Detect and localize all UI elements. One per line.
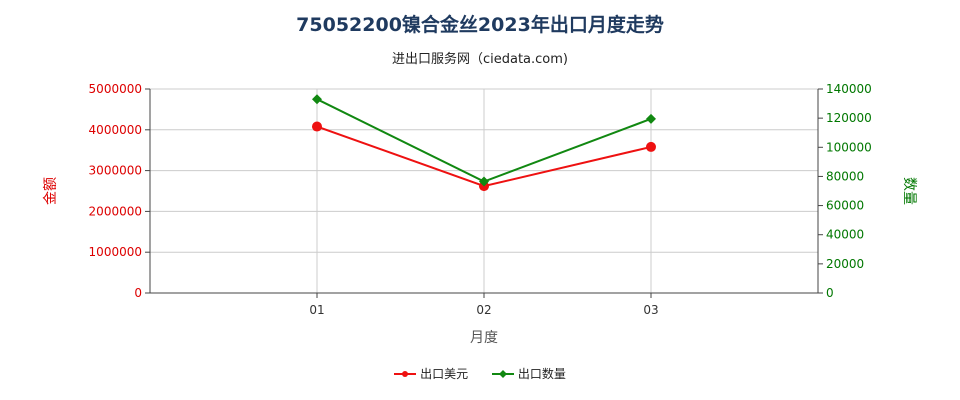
x-tick-label: 02: [476, 303, 491, 317]
y-left-tick-label: 0: [134, 286, 142, 300]
y-left-tick-label: 3000000: [89, 164, 142, 178]
data-point-qty: [312, 94, 322, 105]
legend: 出口美元 出口数量: [0, 365, 960, 383]
legend-swatch-qty: [491, 369, 514, 378]
y-right-tick-label: 100000: [826, 140, 872, 154]
y-right-tick-label: 0: [826, 286, 834, 300]
y-right-tick-label: 140000: [826, 82, 872, 96]
y-right-tick-label: 60000: [826, 199, 864, 213]
data-point-usd: [646, 141, 656, 152]
y-right-tick-label: 40000: [826, 228, 864, 242]
data-point-usd: [312, 121, 322, 132]
legend-item-qty[interactable]: 出口数量: [491, 365, 566, 382]
x-tick-label: 03: [643, 303, 658, 317]
y-left-tick-label: 4000000: [89, 123, 142, 137]
legend-label-usd: 出口美元: [420, 367, 469, 381]
x-axis-label: 月度: [470, 330, 498, 346]
y-left-tick-label: 1000000: [89, 245, 142, 259]
y-right-tick-label: 80000: [826, 169, 864, 183]
y-right-tick-label: 120000: [826, 111, 872, 125]
x-tick-label: 01: [309, 303, 324, 317]
data-point-qty: [646, 113, 656, 124]
chart-title: 75052200镍合金丝2023年出口月度走势: [296, 14, 664, 36]
y-left-tick-label: 2000000: [89, 204, 142, 218]
y-axis-left-label: 金额: [43, 177, 59, 205]
y-left-tick-label: 5000000: [89, 82, 142, 96]
legend-item-usd[interactable]: 出口美元: [394, 365, 468, 382]
legend-swatch-usd: [394, 370, 417, 377]
legend-label-qty: 出口数量: [517, 367, 566, 381]
y-axis-right-label: 数量: [901, 177, 917, 205]
y-right-tick-label: 20000: [826, 257, 864, 271]
chart-subtitle: 进出口服务网（ciedata.com): [391, 52, 568, 67]
data-point-qty: [479, 176, 489, 187]
